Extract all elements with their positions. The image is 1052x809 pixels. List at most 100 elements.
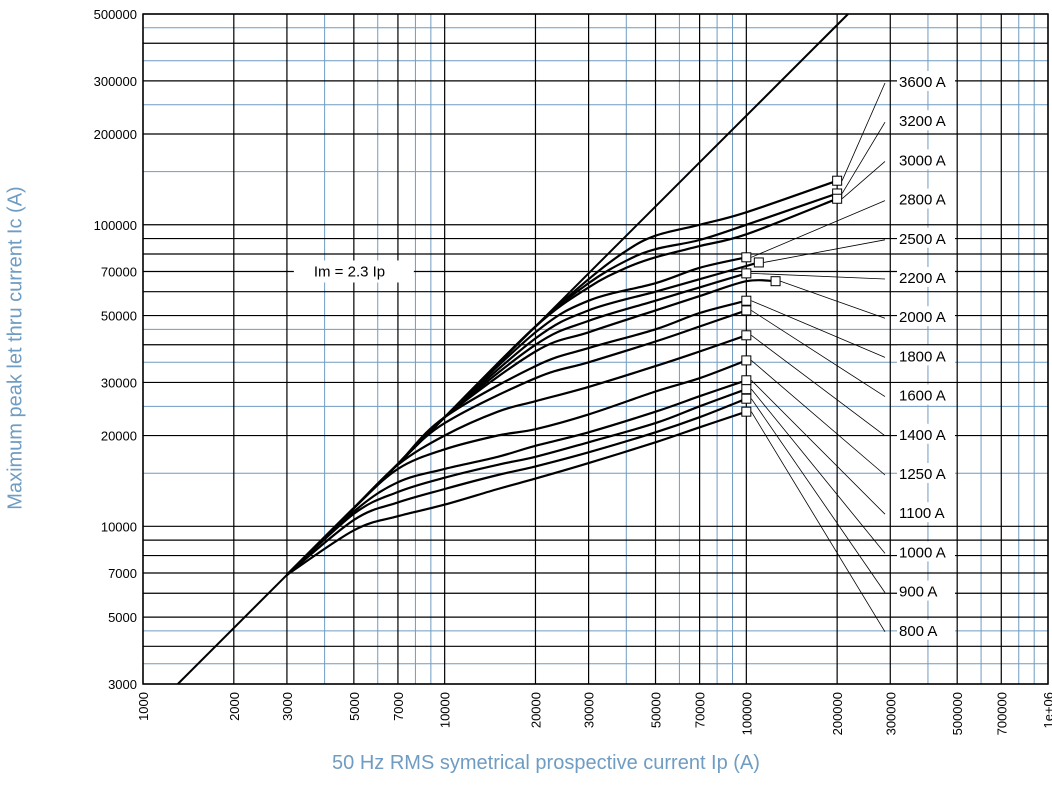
- data-point-marker: [741, 375, 752, 386]
- curve-label: 1250 A: [899, 466, 946, 483]
- curve-1400a: [286, 334, 747, 576]
- curve-labels: 3600 A 3200 A 3000 A 2800 A 2500 A 2200 A 2000…: [897, 71, 955, 640]
- leader-line: [751, 200, 886, 258]
- curve-label-bg: [897, 541, 955, 562]
- curve-label-bg: [897, 423, 955, 444]
- x-axis-title: 50 Hz RMS symetrical prospective current…: [332, 752, 760, 774]
- curve-label: 2000 A: [899, 309, 946, 326]
- data-point-marker: [741, 406, 752, 417]
- x-tick-label: 3000: [280, 692, 295, 721]
- curve-900a: [286, 397, 747, 576]
- reference-label-text: Im = 2.3 Ip: [314, 263, 385, 280]
- curve-1000a: [286, 388, 747, 576]
- leader-line: [841, 82, 886, 181]
- curve-label-bg: [897, 267, 955, 287]
- curve-label-bg: [897, 188, 955, 209]
- curve-label: 3200 A: [899, 113, 946, 130]
- x-tick-label: 70000: [693, 692, 708, 728]
- data-point-marker: [741, 295, 752, 306]
- y-tick-label: 500000: [94, 7, 137, 22]
- x-tick-label: 100000: [739, 692, 754, 735]
- data-point-marker: [741, 393, 752, 404]
- curve-label: 1100 A: [899, 505, 945, 522]
- y-tick-label: 30000: [101, 375, 137, 390]
- curve-1250a: [286, 359, 747, 576]
- curve-label: 1800 A: [899, 348, 946, 365]
- x-tick-label: 30000: [582, 692, 597, 728]
- y-tick-label: 7000: [108, 566, 137, 581]
- leader-line: [751, 398, 886, 593]
- curve-3200a: [286, 192, 838, 576]
- curve-label: 3600 A: [899, 74, 946, 91]
- x-tick-label: 50000: [649, 692, 664, 728]
- plot-frame: [142, 13, 1049, 685]
- curve-label-bg: [897, 345, 955, 366]
- leader-line: [751, 380, 886, 515]
- curve-label-bg: [897, 71, 955, 91]
- curve-label-bg: [897, 384, 955, 405]
- curve-3600a: [286, 179, 838, 576]
- data-point-marker: [741, 355, 752, 366]
- leader-line: [841, 161, 886, 200]
- leader-line: [750, 411, 886, 633]
- data-point-marker: [741, 268, 752, 279]
- y-tick-label: 200000: [94, 127, 137, 142]
- data-point-marker: [832, 193, 843, 204]
- data-point-marker: [753, 257, 764, 268]
- curve-3000a: [286, 197, 838, 576]
- curve-label-bg: [897, 110, 955, 131]
- x-tick-label: 500000: [950, 692, 965, 735]
- curve-label-bg: [897, 227, 955, 248]
- leader-line: [751, 272, 886, 280]
- curve-1800a: [286, 299, 747, 576]
- reference-label-bg: [293, 260, 414, 283]
- x-tick-label: 700000: [994, 692, 1009, 735]
- data-point-marker: [770, 276, 781, 287]
- y-tick-label: 70000: [101, 264, 137, 279]
- curve-label: 1600 A: [899, 388, 946, 405]
- y-tick-labels: 3000 5000 7000 10000 20000 30000 50000 70000 100…: [94, 7, 137, 692]
- leader-lines: [750, 82, 886, 633]
- x-tick-label: 10000: [438, 692, 453, 728]
- y-tick-label: 3000: [108, 677, 137, 692]
- x-tick-label: 1e+06: [1041, 692, 1052, 729]
- leader-line: [780, 280, 886, 319]
- data-point-marker: [741, 330, 752, 341]
- curve-label: 1400 A: [899, 427, 946, 444]
- leader-line: [751, 334, 886, 437]
- x-tick-label: 20000: [528, 692, 543, 728]
- leader-line: [751, 310, 886, 397]
- x-tick-label: 300000: [883, 692, 898, 735]
- curve-label-bg: [897, 306, 955, 327]
- curve-label: 2800 A: [899, 192, 946, 209]
- data-point-marker: [741, 384, 752, 395]
- curve-label: 2500 A: [899, 231, 946, 248]
- y-tick-label: 100000: [94, 218, 137, 233]
- leader-line: [751, 300, 886, 358]
- curve-label: 900 A: [899, 584, 937, 601]
- curve-800a: [286, 410, 747, 576]
- data-point-marker: [741, 305, 752, 316]
- curve-label: 1000 A: [899, 544, 946, 561]
- x-tick-label: 7000: [391, 692, 406, 721]
- x-tick-label: 1000: [136, 692, 151, 721]
- y-tick-label: 20000: [101, 429, 137, 444]
- leader-line: [751, 360, 886, 476]
- curve-label: 800 A: [899, 623, 937, 640]
- leader-line: [841, 121, 886, 194]
- y-axis-title: Maximum peak let thru current Ic (A): [4, 186, 27, 510]
- plot-border: [142, 13, 1049, 685]
- x-tick-label: 2000: [227, 692, 242, 721]
- curve-label: 3000 A: [899, 152, 946, 169]
- reference-line-label: Im = 2.3 Ip: [293, 260, 414, 283]
- leader-line: [751, 388, 886, 554]
- curve-label-bg: [897, 580, 955, 601]
- series-lines: [286, 179, 838, 576]
- curve-label-bg: [897, 463, 955, 483]
- curve-1100a: [286, 379, 747, 576]
- y-tick-label: 10000: [101, 519, 137, 534]
- leader-line: [763, 239, 886, 263]
- data-point-marker: [741, 252, 752, 263]
- curve-label-bg: [897, 619, 955, 640]
